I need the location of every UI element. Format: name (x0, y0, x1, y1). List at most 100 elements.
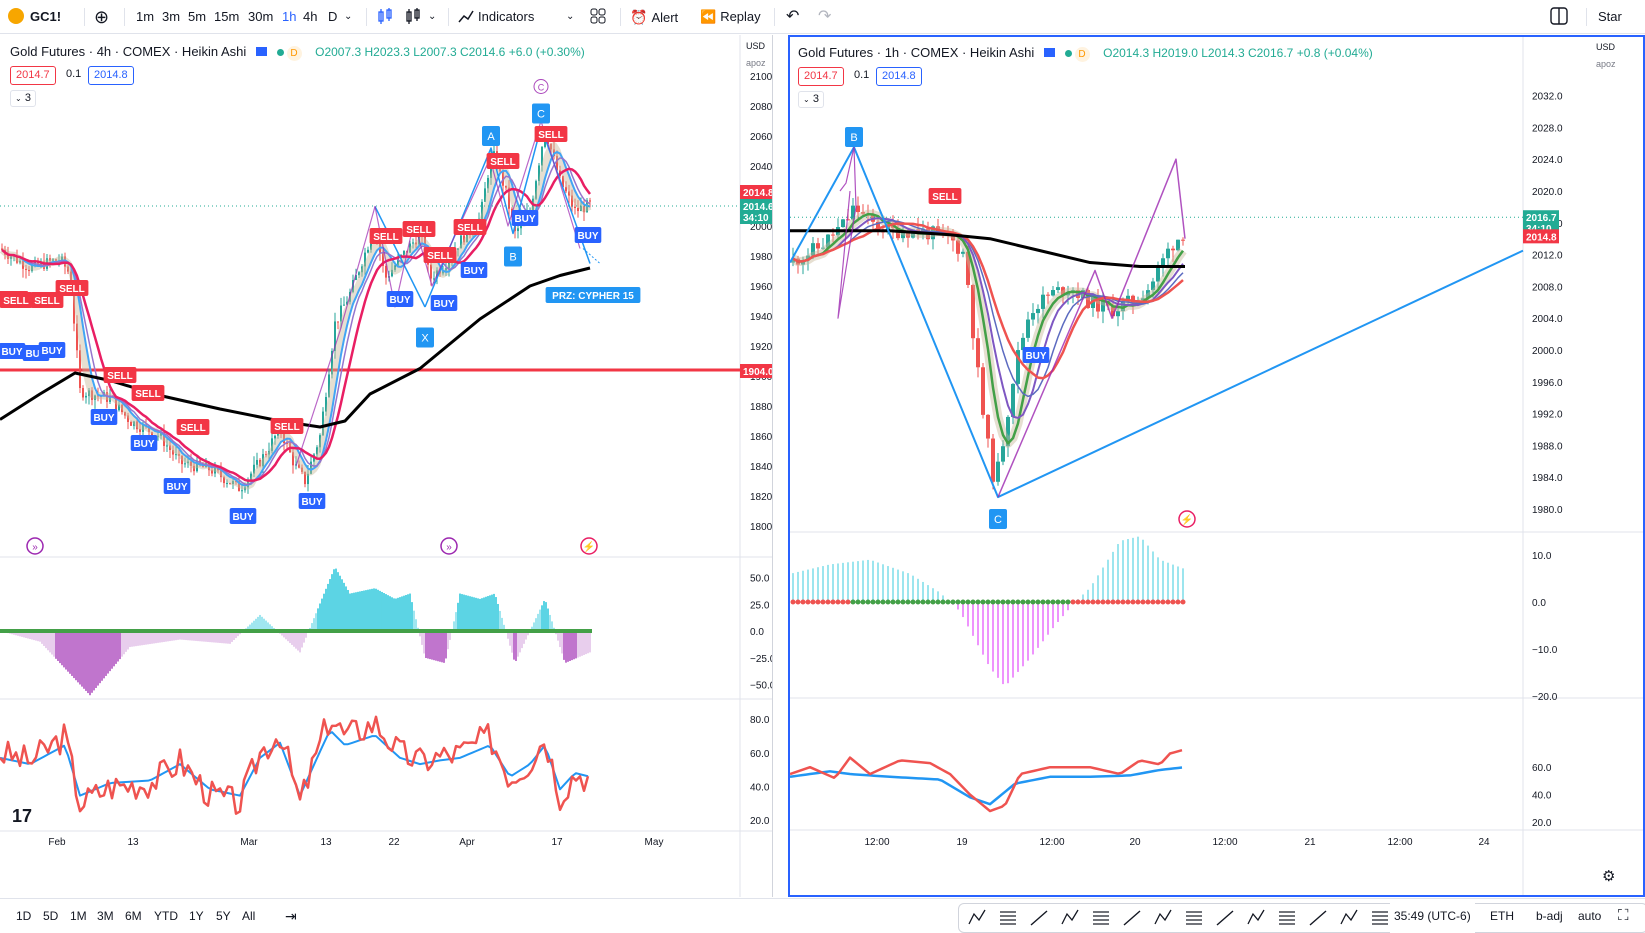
range-5D[interactable]: 5D (43, 909, 59, 923)
sell-price-button[interactable]: 2014.7 (10, 66, 56, 85)
candle-body (22, 260, 24, 269)
interval-30m[interactable]: 30m (248, 9, 274, 24)
candle-body (493, 151, 495, 154)
buy-signal (460, 262, 488, 278)
sell-signal-text: SELL (34, 296, 60, 307)
pivot-circle-marker (533, 79, 549, 94)
unit-label[interactable]: apoz (1596, 59, 1616, 69)
right-chart-canvas[interactable]: 2032.02028.02024.02020.02016.02012.02008… (790, 37, 1643, 895)
auto-scale-button[interactable]: auto (1578, 909, 1602, 923)
candle-body (241, 490, 243, 492)
flag-icon (255, 47, 267, 56)
spread-value: 0.1 (66, 68, 82, 80)
buy-price-button[interactable]: 2014.8 (88, 66, 134, 85)
indicators-button[interactable]: Indicators (458, 0, 534, 34)
settings-gear-icon[interactable]: ⚙ (1602, 868, 1616, 885)
interval-1h[interactable]: 1h (282, 9, 297, 24)
session-button[interactable]: ETH (1490, 909, 1514, 923)
interval-1m[interactable]: 1m (136, 9, 155, 24)
layout-split-icon[interactable] (1550, 0, 1568, 34)
star-button[interactable]: Star (1598, 9, 1622, 24)
point-b-label: B (509, 252, 516, 264)
last-price-tag-text: 2014.8 (743, 188, 773, 199)
candle-body (253, 464, 255, 474)
range-6M[interactable]: 6M (125, 909, 142, 923)
compare-add-icon[interactable]: ⊕ (94, 7, 110, 27)
candle-body (841, 219, 845, 228)
lightning-glyph: ⚡ (1181, 513, 1193, 526)
chevron-down-icon[interactable]: ⌄ (344, 11, 353, 22)
time-tick-label: 12:00 (1387, 837, 1412, 848)
bottom-toolbar: 1D 5D 1M 3M 6M YTD 1Y 5Y All ⇥ 35:49 (UT… (0, 898, 1645, 933)
time-tick-label: 12:00 (1212, 837, 1237, 848)
candle-body (331, 350, 333, 375)
templates-grid-icon[interactable] (590, 0, 606, 34)
range-YTD[interactable]: YTD (154, 909, 178, 923)
clock-display[interactable]: 35:49 (UTC-6) (1390, 899, 1475, 933)
fullscreen-icon[interactable]: ⛶ (1618, 907, 1629, 924)
candle-body (448, 260, 450, 268)
buy-price-button[interactable]: 2014.8 (876, 67, 922, 86)
interval-D[interactable]: D (328, 9, 338, 24)
interval-3m[interactable]: 3m (162, 9, 181, 24)
range-3M[interactable]: 3M (97, 909, 114, 923)
right-title: Gold Futures · 1h · COMEX · Heikin Ashi (798, 45, 1035, 60)
range-1Y[interactable]: 1Y (189, 909, 204, 923)
goto-date-icon[interactable]: ⇥ (285, 908, 297, 924)
interval-15m[interactable]: 15m (214, 9, 240, 24)
price-tick-label: 2028.0 (1532, 123, 1563, 134)
price-tick-label: 1980.0 (750, 252, 773, 263)
candle-body (223, 477, 225, 484)
rsi-tick-label: 20.0 (750, 816, 770, 827)
candle-body (577, 207, 579, 212)
osc-dot (1140, 599, 1146, 605)
candle-body (1081, 290, 1085, 298)
left-chart-pane[interactable]: 2100.02080.02060.02040.02020.02000.01980… (0, 35, 773, 897)
chevron-down-icon[interactable]: ⌄ (566, 11, 575, 22)
rsi-tick-label: 60.0 (1532, 763, 1552, 774)
sell-signal (103, 367, 137, 383)
osc-dot (920, 599, 926, 605)
ma-pink (1, 167, 592, 482)
candle-body (460, 235, 462, 249)
range-1D[interactable]: 1D (16, 909, 32, 923)
indicators-collapse-button[interactable]: ⌄ 3 (798, 91, 824, 108)
last-price-tag-text: 2014.8 (1526, 232, 1557, 243)
sell-price-button[interactable]: 2014.7 (798, 67, 844, 86)
osc-dot (1050, 599, 1056, 605)
currency-label[interactable]: USD (1596, 42, 1616, 52)
countdown-tag (740, 210, 772, 224)
right-chart-pane[interactable]: 2032.02028.02024.02020.02016.02012.02008… (788, 35, 1645, 897)
candle-body (1086, 290, 1090, 309)
candle-body (1036, 308, 1040, 314)
price-tick-label: 1860.0 (750, 432, 773, 443)
left-chart-canvas[interactable]: 2100.02080.02060.02040.02020.02000.01980… (0, 35, 773, 897)
indicators-collapse-button[interactable]: ⌄ 3 (10, 90, 36, 107)
bar-style-icon[interactable] (404, 0, 422, 34)
last-price-tag (1523, 229, 1559, 244)
buy-signal-text: BUY (232, 512, 253, 523)
range-1M[interactable]: 1M (70, 909, 87, 923)
candle-body (256, 459, 258, 465)
alert-button[interactable]: ⏰ Alert (630, 0, 678, 34)
currency-label[interactable]: USD (746, 41, 766, 51)
candles-icon[interactable] (376, 0, 394, 34)
replay-button[interactable]: ⏪ Replay (700, 0, 761, 34)
adjust-button[interactable]: b-adj (1536, 909, 1563, 923)
range-All[interactable]: All (242, 909, 256, 923)
interval-5m[interactable]: 5m (188, 9, 207, 24)
symbol-search-button[interactable]: GC1! (8, 0, 61, 34)
osc-dot (925, 599, 931, 605)
undo-icon[interactable]: ↶ (786, 8, 800, 25)
drawing-tools-icon[interactable] (963, 904, 1393, 932)
candle-body (19, 260, 21, 263)
range-5Y[interactable]: 5Y (216, 909, 231, 923)
interval-4h[interactable]: 4h (303, 9, 318, 24)
candle-body (502, 170, 504, 186)
candle-body (901, 233, 905, 239)
point-c (532, 103, 550, 124)
candle-body (226, 483, 228, 485)
chevron-down-icon[interactable]: ⌄ (428, 11, 437, 22)
redo-icon[interactable]: ↷ (818, 8, 832, 25)
unit-label[interactable]: apoz (746, 58, 766, 68)
